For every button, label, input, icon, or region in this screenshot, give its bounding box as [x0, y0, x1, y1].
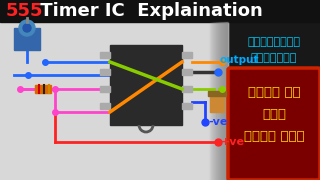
Bar [215, 22, 216, 180]
Bar [182, 69, 192, 75]
Bar [217, 22, 218, 180]
Bar [210, 92, 224, 112]
Bar [213, 22, 214, 180]
Bar [100, 52, 110, 58]
Bar [216, 22, 217, 180]
Text: 555: 555 [6, 2, 44, 20]
Text: सरल: सरल [262, 109, 286, 122]
Bar [100, 69, 110, 75]
Bar [221, 22, 222, 180]
Bar [212, 22, 213, 180]
Bar [222, 22, 223, 180]
Bar [225, 22, 226, 180]
Bar [208, 91, 226, 96]
Text: सम्पूर्ण: सम्पूर्ण [247, 37, 300, 47]
Bar [182, 103, 192, 109]
Bar [219, 22, 220, 180]
Text: output: output [220, 55, 260, 65]
Bar [110, 45, 182, 125]
Text: भाषा में: भाषा में [244, 130, 304, 143]
Bar [208, 22, 209, 180]
Bar [211, 22, 212, 180]
Text: +ve: +ve [221, 137, 245, 147]
Text: Timer IC  Explaination: Timer IC Explaination [34, 2, 263, 20]
Bar [100, 103, 110, 109]
Bar [100, 86, 110, 92]
Bar [35, 85, 51, 93]
Bar [182, 52, 192, 58]
Bar [210, 22, 211, 180]
Text: जानकारी: जानकारी [251, 53, 297, 63]
Bar [228, 22, 320, 180]
Bar [182, 86, 192, 92]
FancyBboxPatch shape [228, 68, 320, 180]
Bar [223, 22, 224, 180]
Text: बहुत ही: बहुत ही [248, 87, 300, 100]
Text: -ve: -ve [208, 117, 228, 127]
Bar [226, 22, 227, 180]
Bar [218, 22, 219, 180]
Bar [220, 22, 221, 180]
Bar [227, 22, 228, 180]
Bar [209, 22, 210, 180]
Bar [14, 28, 40, 50]
Bar [214, 22, 215, 180]
Circle shape [23, 24, 31, 32]
Bar [0, 0, 320, 22]
Bar [0, 22, 228, 180]
Circle shape [19, 20, 35, 36]
Bar [224, 22, 225, 180]
